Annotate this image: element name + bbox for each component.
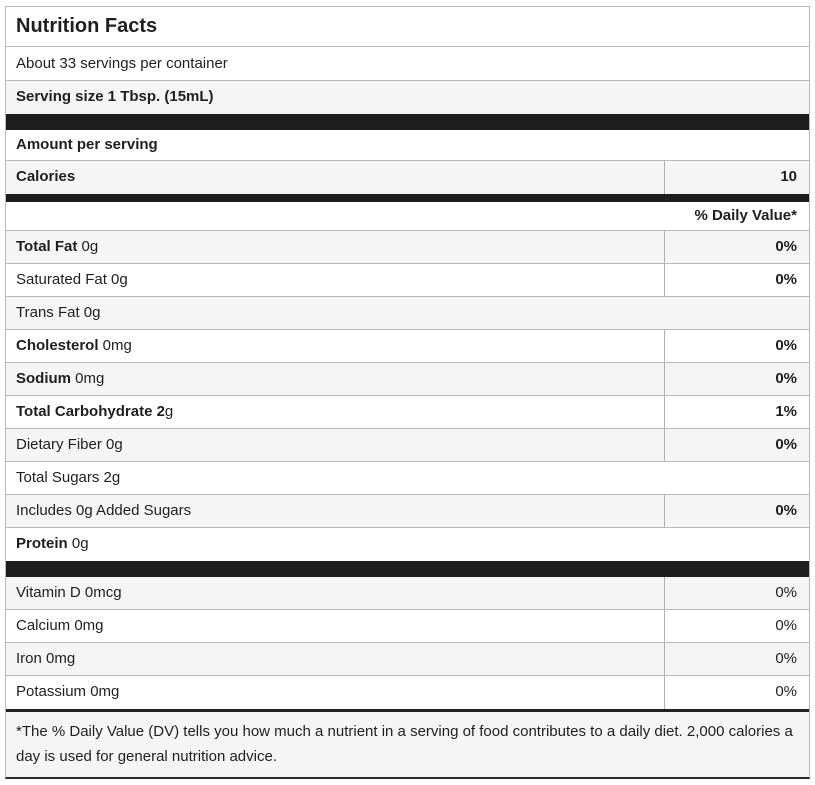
daily-value-cell: 0% (664, 676, 809, 709)
daily-value-cell: 0% (664, 330, 809, 362)
nutrient-rows: Total Fat 0g 0% Saturated Fat 0g 0% Trans Fa… (6, 231, 809, 561)
nutrient-label: Potassium 0mg (16, 683, 120, 700)
table-row: Iron 0mg 0% (6, 643, 809, 676)
daily-value-cell: 0% (664, 363, 809, 395)
nutrient-label: Calcium 0mg (16, 617, 104, 634)
nutrient-label: Trans Fat 0g (16, 304, 101, 321)
table-row: Potassium 0mg 0% (6, 676, 809, 709)
nutrient-label: Total Fat 0g (16, 238, 99, 255)
calories-row: Calories 10 (6, 161, 809, 194)
panel-title: Nutrition Facts (6, 7, 809, 47)
nutrient-label: Includes 0g Added Sugars (16, 502, 192, 519)
table-row: Protein 0g (6, 528, 809, 561)
servings-per-container: About 33 servings per container (6, 47, 809, 81)
table-row: Total Sugars 2g (6, 462, 809, 495)
table-row: Saturated Fat 0g 0% (6, 264, 809, 297)
daily-value-cell: 0% (664, 643, 809, 675)
nutrient-label: Total Sugars 2g (16, 469, 121, 486)
nutrient-label: Vitamin D 0mcg (16, 584, 122, 601)
nutrient-label: Saturated Fat 0g (16, 271, 128, 288)
vitamin-rows: Vitamin D 0mcg 0% Calcium 0mg 0% Iron 0mg 0% P… (6, 577, 809, 709)
thick-divider-bar (6, 561, 809, 577)
table-row: Trans Fat 0g (6, 297, 809, 330)
daily-value-cell: 1% (664, 396, 809, 428)
amount-per-serving: Amount per serving (6, 130, 809, 161)
table-row: Vitamin D 0mcg 0% (6, 577, 809, 610)
nutrient-label: Dietary Fiber 0g (16, 436, 123, 453)
nutrient-label: Iron 0mg (16, 650, 76, 667)
daily-value-cell: 0% (664, 495, 809, 527)
calories-label: Calories (16, 168, 76, 185)
nutrient-label: Total Carbohydrate 2g (16, 403, 174, 420)
table-row: Includes 0g Added Sugars 0% (6, 495, 809, 528)
daily-value-cell: 0% (664, 577, 809, 609)
table-row: Calcium 0mg 0% (6, 610, 809, 643)
thin-divider-bar (6, 194, 809, 202)
calories-value: 10 (664, 161, 809, 194)
daily-value-cell: 0% (664, 231, 809, 263)
daily-value-cell: 0% (664, 429, 809, 461)
table-row: Sodium 0mg 0% (6, 363, 809, 396)
table-row: Total Carbohydrate 2g 1% (6, 396, 809, 429)
nutrition-facts-panel: Nutrition Facts About 33 servings per co… (5, 6, 810, 779)
table-row: Total Fat 0g 0% (6, 231, 809, 264)
serving-size: Serving size 1 Tbsp. (15mL) (6, 81, 809, 114)
table-row: Dietary Fiber 0g 0% (6, 429, 809, 462)
thick-divider-bar (6, 114, 809, 130)
daily-value-header: % Daily Value* (6, 202, 809, 231)
table-row: Cholesterol 0mg 0% (6, 330, 809, 363)
nutrient-label: Cholesterol 0mg (16, 337, 132, 354)
daily-value-cell: 0% (664, 610, 809, 642)
nutrient-label: Sodium 0mg (16, 370, 105, 387)
daily-value-cell: 0% (664, 264, 809, 296)
footnote: *The % Daily Value (DV) tells you how mu… (6, 709, 809, 777)
nutrient-label: Protein 0g (16, 535, 89, 552)
